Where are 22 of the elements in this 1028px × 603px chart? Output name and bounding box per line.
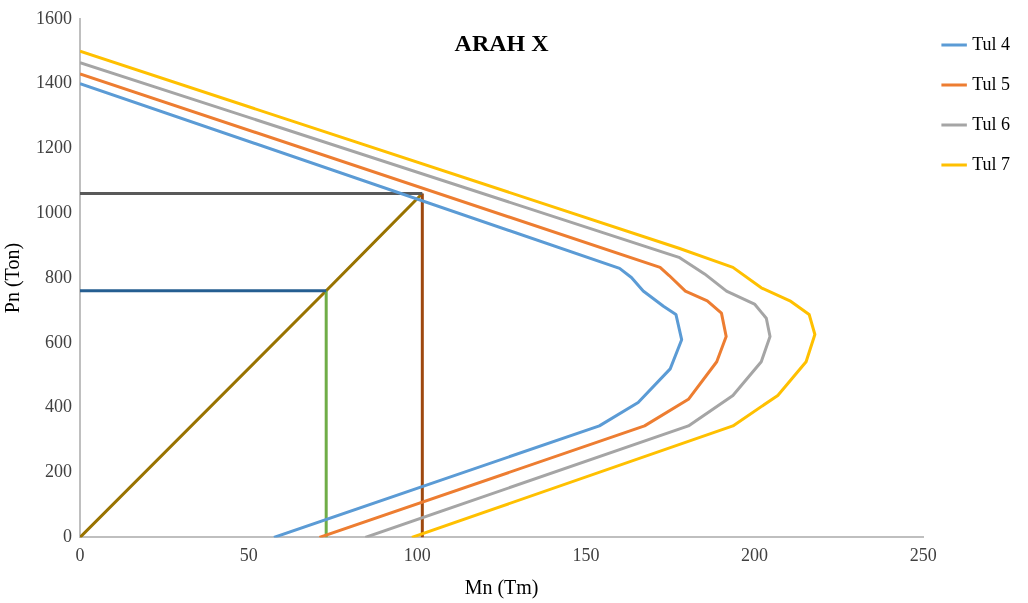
text: ARAH X bbox=[454, 30, 550, 56]
y-tick-label: 600 bbox=[45, 331, 72, 352]
y-tick-label: 1400 bbox=[36, 72, 72, 93]
x-axis-title: Mn (Tm) bbox=[464, 576, 539, 600]
legend-label: Tul 6 bbox=[972, 113, 1011, 134]
x-tick-label: 250 bbox=[909, 544, 937, 565]
y-tick-label: 1000 bbox=[36, 202, 72, 223]
y-tick-label: 400 bbox=[45, 396, 72, 417]
y-tick-label: 1200 bbox=[36, 137, 72, 158]
x-tick-label: 150 bbox=[572, 544, 600, 565]
x-tick-label: 200 bbox=[741, 544, 769, 565]
legend-label: Tul 4 bbox=[972, 33, 1011, 54]
y-tick-label: 800 bbox=[45, 266, 72, 287]
x-tick-label: 100 bbox=[403, 544, 431, 565]
x-tick-label: 0 bbox=[75, 544, 85, 565]
y-tick-label: 200 bbox=[45, 461, 72, 482]
legend-label: Tul 7 bbox=[972, 153, 1011, 174]
y-tick-label: 0 bbox=[63, 526, 72, 547]
y-axis-title: Pn (Ton) bbox=[1, 242, 25, 314]
y-tick-label: 1600 bbox=[36, 7, 72, 28]
legend-label: Tul 5 bbox=[972, 73, 1011, 94]
x-tick-label: 50 bbox=[239, 544, 258, 565]
